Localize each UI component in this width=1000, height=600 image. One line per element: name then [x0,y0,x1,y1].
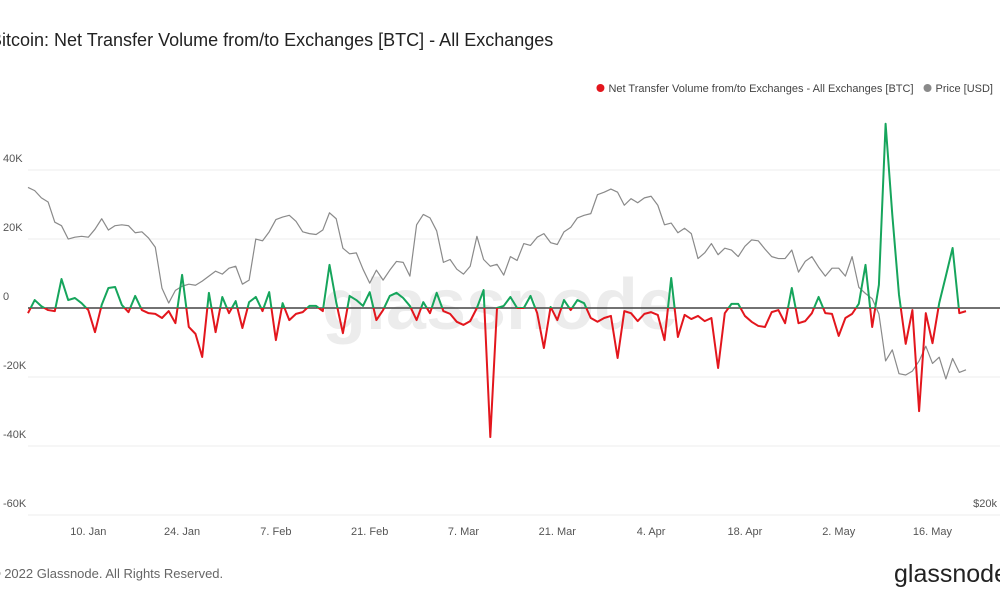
footer: © 2022 Glassnode. All Rights Reserved. [0,566,223,581]
y2-tick-label: $20k [973,498,997,510]
legend-label: Net Transfer Volume from/to Exchanges - … [608,83,913,95]
x-tick-label: 2. May [822,526,856,538]
x-tick-label: 10. Jan [70,526,106,538]
x-tick-label: 16. May [913,526,953,538]
x-tick-label: 24. Jan [164,526,200,538]
x-tick-label: 21. Mar [539,526,577,538]
y-tick-label: -20K [3,360,27,372]
net-flow-line [27,122,967,439]
chart-title: Bitcoin: Net Transfer Volume from/to Exc… [0,30,553,50]
x-tick-label: 7. Mar [448,526,480,538]
y-tick-label: 20K [3,222,23,234]
x-tick-label: 7. Feb [260,526,291,538]
x-tick-label: 4. Apr [637,526,666,538]
x-tick-label: 21. Feb [351,526,388,538]
x-tick-label: 18. Apr [727,526,762,538]
watermark: glassnode [322,265,678,345]
legend-swatch [923,84,932,92]
y-tick-label: 40K [3,153,23,165]
legend-label: Price [USD] [936,83,993,95]
y-tick-label: -40K [3,429,27,441]
legend-swatch [596,84,605,92]
y-tick-label: -60K [3,498,27,510]
logo: glassnode [894,560,1000,588]
y-tick-label: 0 [3,291,9,303]
